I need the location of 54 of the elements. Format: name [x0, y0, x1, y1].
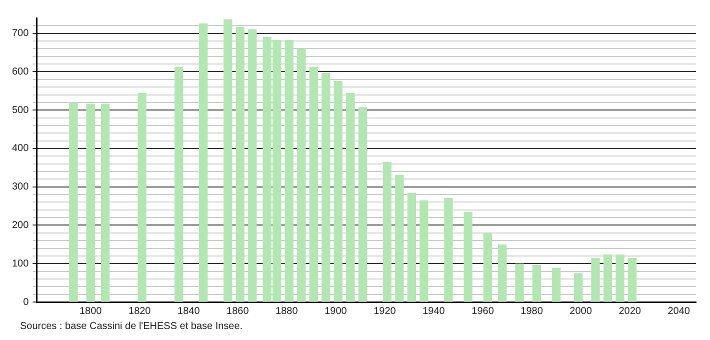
x-tick-label: 1940	[422, 306, 446, 317]
x-tick-label: 2040	[668, 306, 690, 317]
bar	[382, 162, 392, 302]
y-tick-label: 300	[12, 182, 30, 193]
y-tick-label: 500	[12, 104, 30, 116]
bar	[309, 66, 318, 302]
bar	[138, 92, 146, 302]
bar	[322, 72, 330, 302]
x-tick-label: 1980	[520, 306, 544, 317]
x-tick-label: 1800	[79, 306, 102, 317]
bar	[395, 175, 404, 302]
x-tick-label: 1920	[374, 306, 396, 317]
y-tick-label: 200	[12, 220, 30, 231]
bar	[334, 80, 342, 302]
bar	[420, 200, 428, 302]
x-tick-label: 2000	[570, 306, 592, 317]
bar	[552, 268, 561, 302]
x-tick-label: 1840	[178, 306, 200, 317]
bar	[498, 244, 507, 302]
bar	[248, 29, 257, 302]
bar	[616, 254, 624, 302]
bar	[199, 23, 208, 302]
bar	[100, 104, 110, 302]
y-tick-label: 400	[12, 143, 30, 154]
bar	[224, 19, 232, 302]
bar	[358, 107, 367, 302]
bar	[574, 273, 583, 302]
y-tick-label: 700	[12, 28, 30, 40]
bar	[515, 264, 524, 302]
bar	[407, 193, 416, 302]
bar	[236, 26, 244, 302]
bar	[284, 40, 294, 302]
bar	[297, 48, 306, 302]
bar	[483, 232, 492, 302]
bar	[69, 102, 78, 302]
x-tick-label: 1820	[128, 306, 152, 317]
y-tick-label: 0	[23, 296, 30, 308]
bar	[532, 264, 542, 302]
x-tick-label: 1960	[472, 306, 494, 317]
x-tick-label: 1900	[324, 306, 348, 317]
bar	[591, 258, 600, 302]
bar	[346, 92, 355, 302]
y-tick-label: 600	[12, 66, 30, 78]
source-note: Sources : base Cassini de l'EHESS et base Insee.	[20, 320, 244, 334]
bar	[86, 104, 95, 302]
x-tick-label: 1860	[226, 306, 250, 317]
x-tick-label: 2020	[618, 306, 642, 317]
bar	[603, 254, 612, 302]
y-tick-label: 100	[12, 258, 30, 270]
bar	[464, 212, 472, 302]
x-tick-label: 1880	[276, 306, 298, 317]
bar	[444, 198, 453, 302]
bar	[174, 66, 184, 302]
bar	[628, 258, 637, 302]
